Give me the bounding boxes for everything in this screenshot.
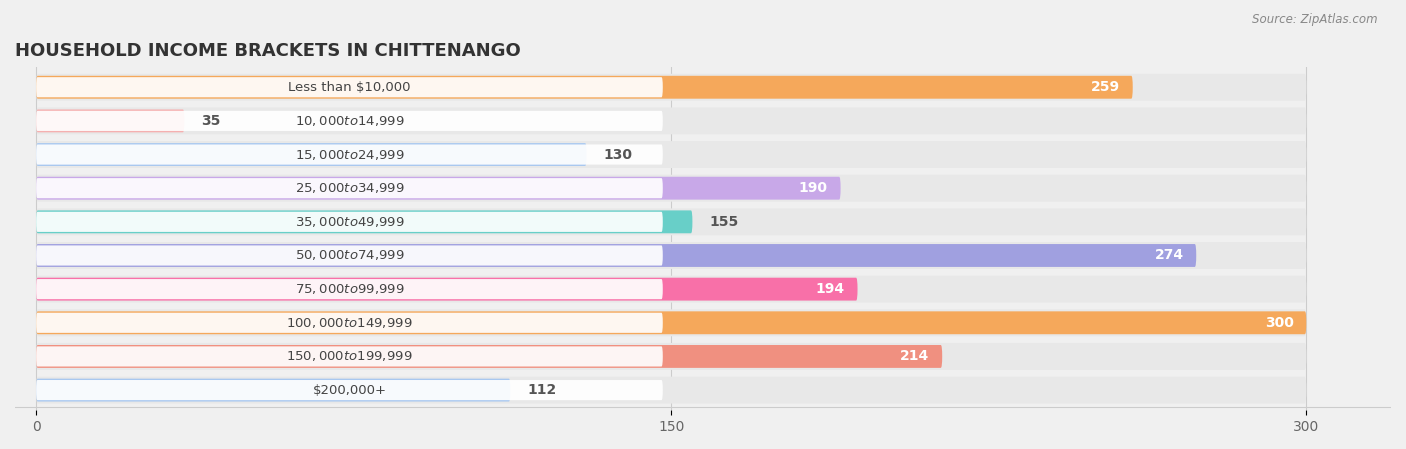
- FancyBboxPatch shape: [37, 111, 662, 131]
- FancyBboxPatch shape: [37, 346, 662, 366]
- Text: HOUSEHOLD INCOME BRACKETS IN CHITTENANGO: HOUSEHOLD INCOME BRACKETS IN CHITTENANGO: [15, 42, 520, 60]
- Text: $50,000 to $74,999: $50,000 to $74,999: [295, 248, 405, 263]
- FancyBboxPatch shape: [37, 175, 1306, 202]
- FancyBboxPatch shape: [37, 244, 1197, 267]
- FancyBboxPatch shape: [37, 377, 1306, 404]
- Text: 194: 194: [815, 282, 845, 296]
- Text: 300: 300: [1265, 316, 1294, 330]
- FancyBboxPatch shape: [37, 177, 841, 200]
- FancyBboxPatch shape: [37, 76, 1133, 99]
- FancyBboxPatch shape: [37, 77, 662, 97]
- FancyBboxPatch shape: [37, 279, 662, 299]
- FancyBboxPatch shape: [37, 212, 662, 232]
- Text: 259: 259: [1091, 80, 1121, 94]
- FancyBboxPatch shape: [37, 380, 662, 400]
- FancyBboxPatch shape: [37, 343, 1306, 370]
- Text: $35,000 to $49,999: $35,000 to $49,999: [295, 215, 405, 229]
- Text: 190: 190: [799, 181, 828, 195]
- FancyBboxPatch shape: [37, 311, 1306, 334]
- FancyBboxPatch shape: [37, 379, 510, 401]
- FancyBboxPatch shape: [37, 242, 1306, 269]
- FancyBboxPatch shape: [37, 178, 662, 198]
- Text: Source: ZipAtlas.com: Source: ZipAtlas.com: [1253, 13, 1378, 26]
- FancyBboxPatch shape: [37, 277, 858, 300]
- FancyBboxPatch shape: [37, 246, 662, 265]
- Text: 112: 112: [527, 383, 557, 397]
- FancyBboxPatch shape: [37, 309, 1306, 336]
- Text: $150,000 to $199,999: $150,000 to $199,999: [287, 349, 413, 363]
- Text: 155: 155: [710, 215, 738, 229]
- Text: 274: 274: [1154, 248, 1184, 263]
- FancyBboxPatch shape: [37, 110, 184, 132]
- Text: $200,000+: $200,000+: [312, 383, 387, 396]
- FancyBboxPatch shape: [37, 141, 1306, 168]
- Text: 35: 35: [201, 114, 221, 128]
- FancyBboxPatch shape: [37, 107, 1306, 134]
- FancyBboxPatch shape: [37, 145, 662, 165]
- Text: $75,000 to $99,999: $75,000 to $99,999: [295, 282, 405, 296]
- Text: 214: 214: [900, 349, 929, 363]
- Text: $10,000 to $14,999: $10,000 to $14,999: [295, 114, 405, 128]
- FancyBboxPatch shape: [37, 345, 942, 368]
- Text: $15,000 to $24,999: $15,000 to $24,999: [295, 148, 405, 162]
- FancyBboxPatch shape: [37, 211, 692, 233]
- Text: $25,000 to $34,999: $25,000 to $34,999: [295, 181, 405, 195]
- Text: Less than $10,000: Less than $10,000: [288, 81, 411, 94]
- FancyBboxPatch shape: [37, 276, 1306, 303]
- FancyBboxPatch shape: [37, 208, 1306, 235]
- FancyBboxPatch shape: [37, 313, 662, 333]
- FancyBboxPatch shape: [37, 143, 586, 166]
- FancyBboxPatch shape: [37, 74, 1306, 101]
- Text: $100,000 to $149,999: $100,000 to $149,999: [287, 316, 413, 330]
- Text: 130: 130: [603, 148, 633, 162]
